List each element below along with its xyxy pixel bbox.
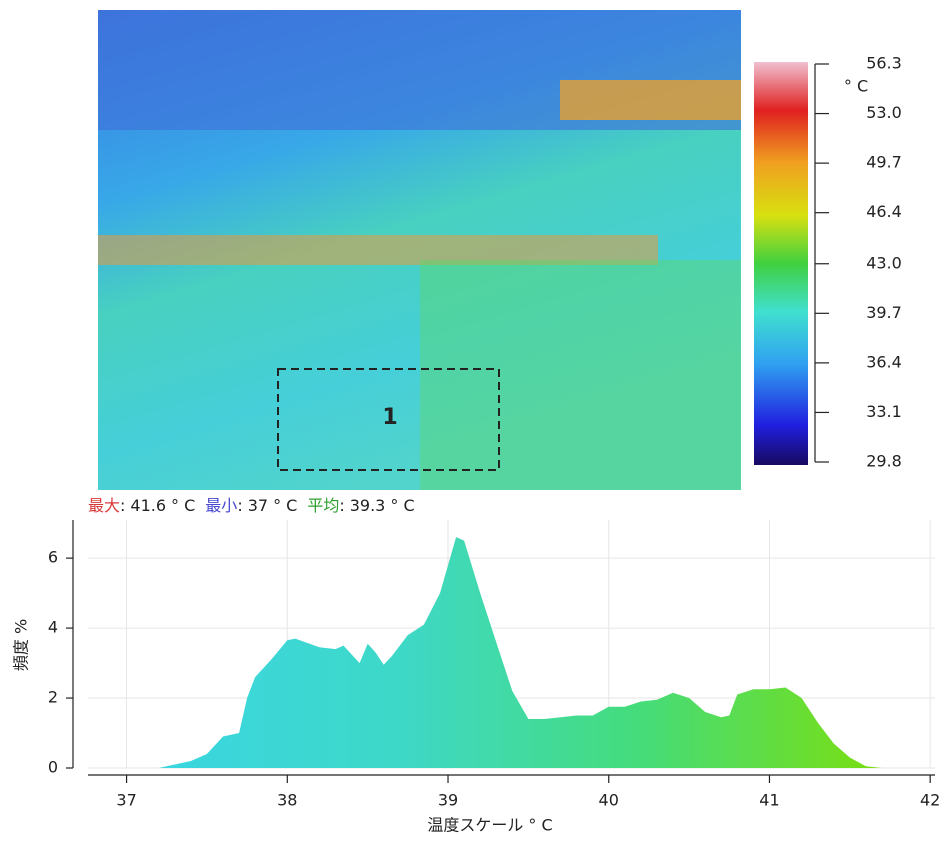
region-label: 1 (382, 405, 397, 430)
thermal-image: 1 (98, 10, 741, 490)
y-tick-label: 2 (48, 688, 58, 707)
stat-unit: ° C (171, 496, 195, 515)
stat-label: 平均 (307, 496, 339, 515)
colorbar-tick-label: 49.7 (866, 153, 902, 172)
stat-label: 最大 (88, 496, 120, 515)
x-tick-label: 40 (599, 791, 619, 810)
stat-unit: ° C (390, 496, 414, 515)
colorbar-unit: ° C (844, 77, 868, 96)
colorbar-tick-label: 33.1 (866, 402, 902, 421)
colorbar-tick-label: 46.4 (866, 202, 902, 221)
x-tick-label: 39 (438, 791, 458, 810)
stat-unit: ° C (273, 496, 297, 515)
x-tick-label: 37 (116, 791, 136, 810)
y-tick-label: 0 (48, 758, 58, 777)
colorbar-tick-label: 53.0 (866, 103, 902, 122)
stat-label: 最小 (205, 496, 237, 515)
x-tick-label: 42 (920, 791, 940, 810)
colorbar-tick-label: 39.7 (866, 303, 902, 322)
page: 1 ° C 温度スケール ° C 頻度 % 56.353.049.746.443… (0, 0, 944, 845)
y-tick-label: 6 (48, 548, 58, 567)
colorbar-tick-label: 36.4 (866, 352, 902, 371)
area (159, 537, 882, 768)
stat-separator: : (120, 496, 125, 515)
colorbar-tick-label: 56.3 (866, 54, 902, 73)
colorbar (754, 62, 808, 465)
screen: 1 ° C 温度スケール ° C 頻度 % 56.353.049.746.443… (0, 0, 944, 841)
x-tick-label: 41 (759, 791, 779, 810)
y-axis-label: 頻度 % (12, 619, 31, 671)
x-tick-label: 38 (277, 791, 297, 810)
stat-value: 39.3 (350, 496, 386, 515)
stat-value: 37 (248, 496, 268, 515)
x-axis-label: 温度スケール ° C (427, 816, 552, 835)
y-tick-label: 4 (48, 618, 58, 637)
stat-value: 41.6 (130, 496, 166, 515)
colorbar-tick-label: 29.8 (866, 452, 902, 471)
stat-separator: : (237, 496, 242, 515)
colorbar-tick-label: 43.0 (866, 253, 902, 272)
stat-separator: : (339, 496, 344, 515)
